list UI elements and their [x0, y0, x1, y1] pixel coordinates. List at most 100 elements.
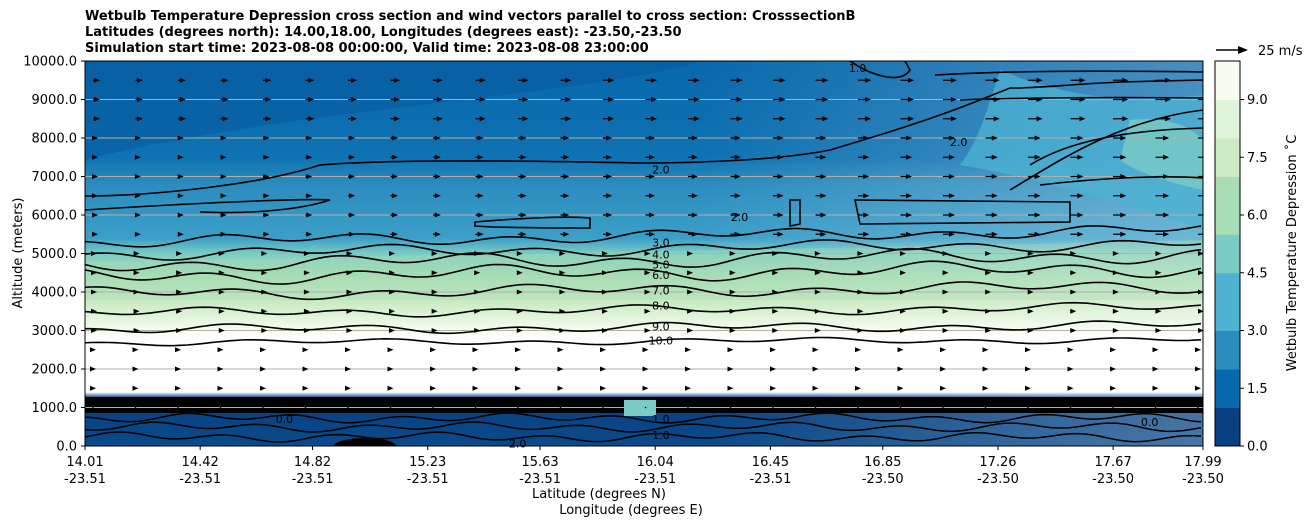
wind-vector — [479, 77, 486, 83]
wind-vector — [1197, 289, 1203, 295]
wind-vector — [1122, 77, 1129, 83]
contour-label: 3.0 — [652, 236, 670, 249]
wind-vector — [729, 289, 736, 295]
wind-vector — [863, 154, 870, 160]
wind-vector — [906, 193, 913, 199]
wind-vector — [218, 289, 225, 295]
field-patch-moist-core — [1120, 119, 1203, 190]
isoline — [85, 301, 1202, 318]
wind-vector — [92, 174, 99, 179]
wind-vector — [432, 406, 434, 409]
wind-vector — [601, 251, 608, 256]
wind-vector — [1120, 212, 1127, 218]
wind-vector — [1034, 193, 1041, 199]
wind-vector — [177, 154, 184, 160]
wind-vector — [431, 308, 438, 314]
wind-vector — [219, 406, 222, 409]
wind-vector — [1206, 174, 1212, 179]
wind-vector — [991, 154, 998, 160]
wind-vector — [942, 251, 949, 256]
wind-vector — [814, 270, 821, 276]
wind-vector — [1036, 77, 1043, 83]
wind-vector — [644, 289, 651, 295]
wind-vector — [1077, 154, 1084, 160]
wind-vector — [1206, 232, 1212, 237]
wind-vector — [263, 212, 270, 218]
colorbar-band — [1215, 138, 1240, 158]
wind-vector — [644, 308, 651, 314]
wind-vector — [176, 289, 183, 295]
wind-vector — [94, 116, 101, 122]
plot-area: 2.0 2.0 3.04.05.06.0 7.0 8.0 9.0 10.0 1.0 1.0 2.0… — [84, 60, 1214, 451]
wind-vector — [346, 289, 353, 295]
wind-vector — [265, 116, 272, 122]
wind-vector — [857, 406, 859, 409]
wind-vector — [303, 328, 310, 333]
colorbar-band — [1215, 292, 1240, 312]
contour-label: 5.0 — [652, 258, 670, 271]
wind-vector — [1154, 406, 1157, 409]
wind-vector — [133, 289, 140, 295]
wind-vector — [687, 328, 694, 333]
wind-vector — [263, 174, 270, 179]
wind-vector — [822, 116, 829, 122]
wind-vector — [477, 212, 484, 218]
wind-vector — [1122, 116, 1129, 122]
wind-vector — [1034, 212, 1041, 218]
wind-vector — [772, 289, 779, 295]
x-tick-label-lon: -23.50 — [977, 472, 1019, 487]
isoline — [1029, 127, 1203, 166]
wind-vector — [349, 212, 356, 218]
wind-vector — [1155, 328, 1162, 333]
contour-label: 8.0 — [652, 299, 670, 312]
wind-vector — [389, 328, 396, 333]
wind-vector — [262, 406, 264, 409]
wind-vector — [520, 212, 527, 218]
wind-vector — [1208, 116, 1214, 121]
wind-vector — [772, 406, 774, 409]
wind-vector — [857, 328, 864, 333]
wind-vector — [431, 289, 438, 295]
wind-vector — [520, 174, 527, 179]
wind-vector — [899, 251, 906, 256]
wind-vector — [179, 77, 186, 83]
wind-vector — [391, 212, 398, 218]
wind-vector — [477, 154, 484, 160]
contour-label: 9.0 — [652, 320, 670, 333]
wind-vector — [261, 308, 268, 314]
wind-vector — [218, 308, 225, 314]
wind-vector — [644, 251, 651, 256]
wind-vector — [606, 193, 613, 199]
wind-vector — [1120, 154, 1127, 160]
wind-vector — [218, 251, 225, 256]
wind-vector — [308, 116, 315, 122]
contour-label: 0.0 — [276, 413, 294, 426]
wind-vector — [948, 154, 955, 160]
x-tick-label-lon: -23.51 — [519, 472, 561, 487]
wind-vector — [303, 251, 310, 256]
wind-vector — [820, 135, 827, 141]
wind-vector — [1079, 97, 1086, 102]
x-tick-label-lat: 14.01 — [66, 455, 103, 470]
colorbar-tick-label: 9.0 — [1247, 93, 1268, 108]
wind-vector — [1034, 135, 1041, 141]
wind-vector — [134, 154, 141, 160]
x-axis-label-lon: Longitude (degrees E) — [559, 503, 703, 518]
wind-vector — [263, 135, 270, 141]
wind-vector — [1112, 289, 1119, 295]
wind-vector — [985, 251, 992, 256]
wind-vector — [644, 406, 647, 409]
wind-vector — [1079, 77, 1086, 83]
wind-vector — [516, 270, 523, 276]
wind-vector — [899, 308, 906, 314]
wind-vector — [729, 251, 736, 256]
y-tick-label: 0.0 — [56, 440, 77, 455]
wind-vector — [92, 193, 99, 199]
wind-vector — [261, 328, 268, 333]
wind-vector — [474, 270, 481, 276]
contour-label: 2.0 — [509, 438, 527, 451]
wind-vector — [1027, 328, 1034, 333]
wind-vector — [389, 308, 396, 314]
wind-vector — [1077, 174, 1084, 179]
wind-vector — [265, 77, 272, 83]
